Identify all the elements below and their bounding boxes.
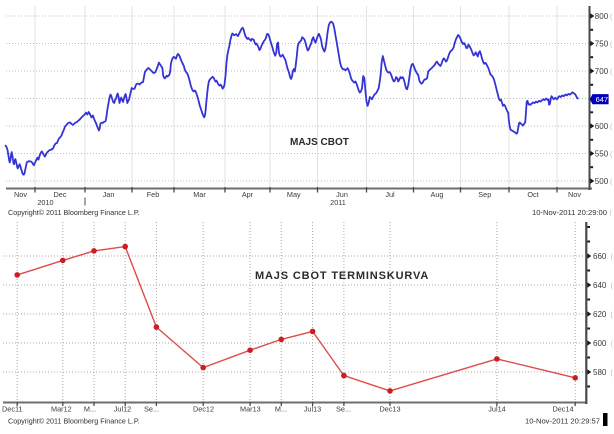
svg-text:Dec: Dec <box>54 190 67 199</box>
svg-text:Copyright© 2011 Bloomberg Fina: Copyright© 2011 Bloomberg Finance L.P. <box>8 417 140 426</box>
svg-text:(: ( <box>610 42 613 49</box>
svg-text:Oct: Oct <box>527 190 538 199</box>
svg-text:(: ( <box>610 179 613 186</box>
svg-text:(: ( <box>611 254 614 261</box>
svg-text:(: ( <box>611 370 614 377</box>
svg-text:Dec11: Dec11 <box>2 405 23 414</box>
svg-text:Jun: Jun <box>336 190 348 199</box>
svg-text:800: 800 <box>595 12 609 21</box>
svg-text:(: ( <box>611 312 614 319</box>
svg-text:2010: 2010 <box>37 198 53 207</box>
svg-text:620: 620 <box>593 310 607 319</box>
svg-text:MAJS CBOT TERMINSKURVA: MAJS CBOT TERMINSKURVA <box>255 270 429 282</box>
svg-text:600: 600 <box>595 122 609 131</box>
svg-text:Apr: Apr <box>242 190 254 199</box>
svg-text:(: ( <box>611 341 614 348</box>
svg-text:(: ( <box>611 283 614 290</box>
svg-text:Mar13: Mar13 <box>240 405 261 414</box>
svg-text:Aug: Aug <box>431 190 444 199</box>
svg-text:500: 500 <box>595 177 609 186</box>
svg-text:Feb: Feb <box>147 190 160 199</box>
svg-text:Jul: Jul <box>385 190 395 199</box>
svg-text:660: 660 <box>593 252 607 261</box>
svg-text:600: 600 <box>593 339 607 348</box>
svg-text:700: 700 <box>595 67 609 76</box>
svg-text:(: ( <box>610 152 613 159</box>
svg-text:Jan: Jan <box>103 190 115 199</box>
svg-text:647: 647 <box>596 95 609 104</box>
svg-text:Copyright© 2011 Bloomberg Fina: Copyright© 2011 Bloomberg Finance L.P. <box>8 208 140 217</box>
svg-text:Dec12: Dec12 <box>193 405 214 414</box>
svg-text:(: ( <box>610 69 613 76</box>
svg-text:Se...: Se... <box>336 405 351 414</box>
svg-text:2011: 2011 <box>330 198 346 207</box>
svg-text:Mar12: Mar12 <box>51 405 72 414</box>
svg-text:Sep: Sep <box>478 190 491 199</box>
svg-text:Dec13: Dec13 <box>379 405 400 414</box>
svg-text:550: 550 <box>595 149 609 158</box>
svg-text:M...: M... <box>84 405 96 414</box>
svg-text:(: ( <box>610 124 613 131</box>
svg-text:640: 640 <box>593 281 607 290</box>
svg-text:10-Nov-2011 20:29:00: 10-Nov-2011 20:29:00 <box>532 208 607 217</box>
svg-text:MAJS CBOT: MAJS CBOT <box>290 137 349 148</box>
svg-text:Jul13: Jul13 <box>304 405 321 414</box>
svg-text:(: ( <box>610 14 613 21</box>
svg-text:Jul12: Jul12 <box>114 405 131 414</box>
svg-text:(: ( <box>610 210 613 217</box>
svg-text:Se...: Se... <box>144 405 159 414</box>
svg-text:Mar: Mar <box>193 190 206 199</box>
svg-text:Nov: Nov <box>568 190 581 199</box>
svg-text:10-Nov-2011 20:29:57: 10-Nov-2011 20:29:57 <box>525 417 600 426</box>
svg-text:Nov: Nov <box>14 190 27 199</box>
svg-text:580: 580 <box>593 368 607 377</box>
svg-text:Jul14: Jul14 <box>488 405 505 414</box>
svg-text:Dec14: Dec14 <box>552 405 573 414</box>
svg-text:750: 750 <box>595 39 609 48</box>
svg-text:May: May <box>287 190 301 199</box>
svg-text:M...: M... <box>275 405 287 414</box>
